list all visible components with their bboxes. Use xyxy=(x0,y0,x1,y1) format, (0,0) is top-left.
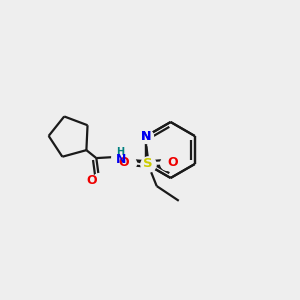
Text: O: O xyxy=(87,174,97,187)
Text: S: S xyxy=(143,158,153,170)
Text: H: H xyxy=(116,147,124,157)
Text: N: N xyxy=(116,153,127,166)
Text: N: N xyxy=(141,130,152,142)
Text: N: N xyxy=(141,130,152,142)
Text: O: O xyxy=(167,156,178,169)
Text: O: O xyxy=(118,156,129,169)
